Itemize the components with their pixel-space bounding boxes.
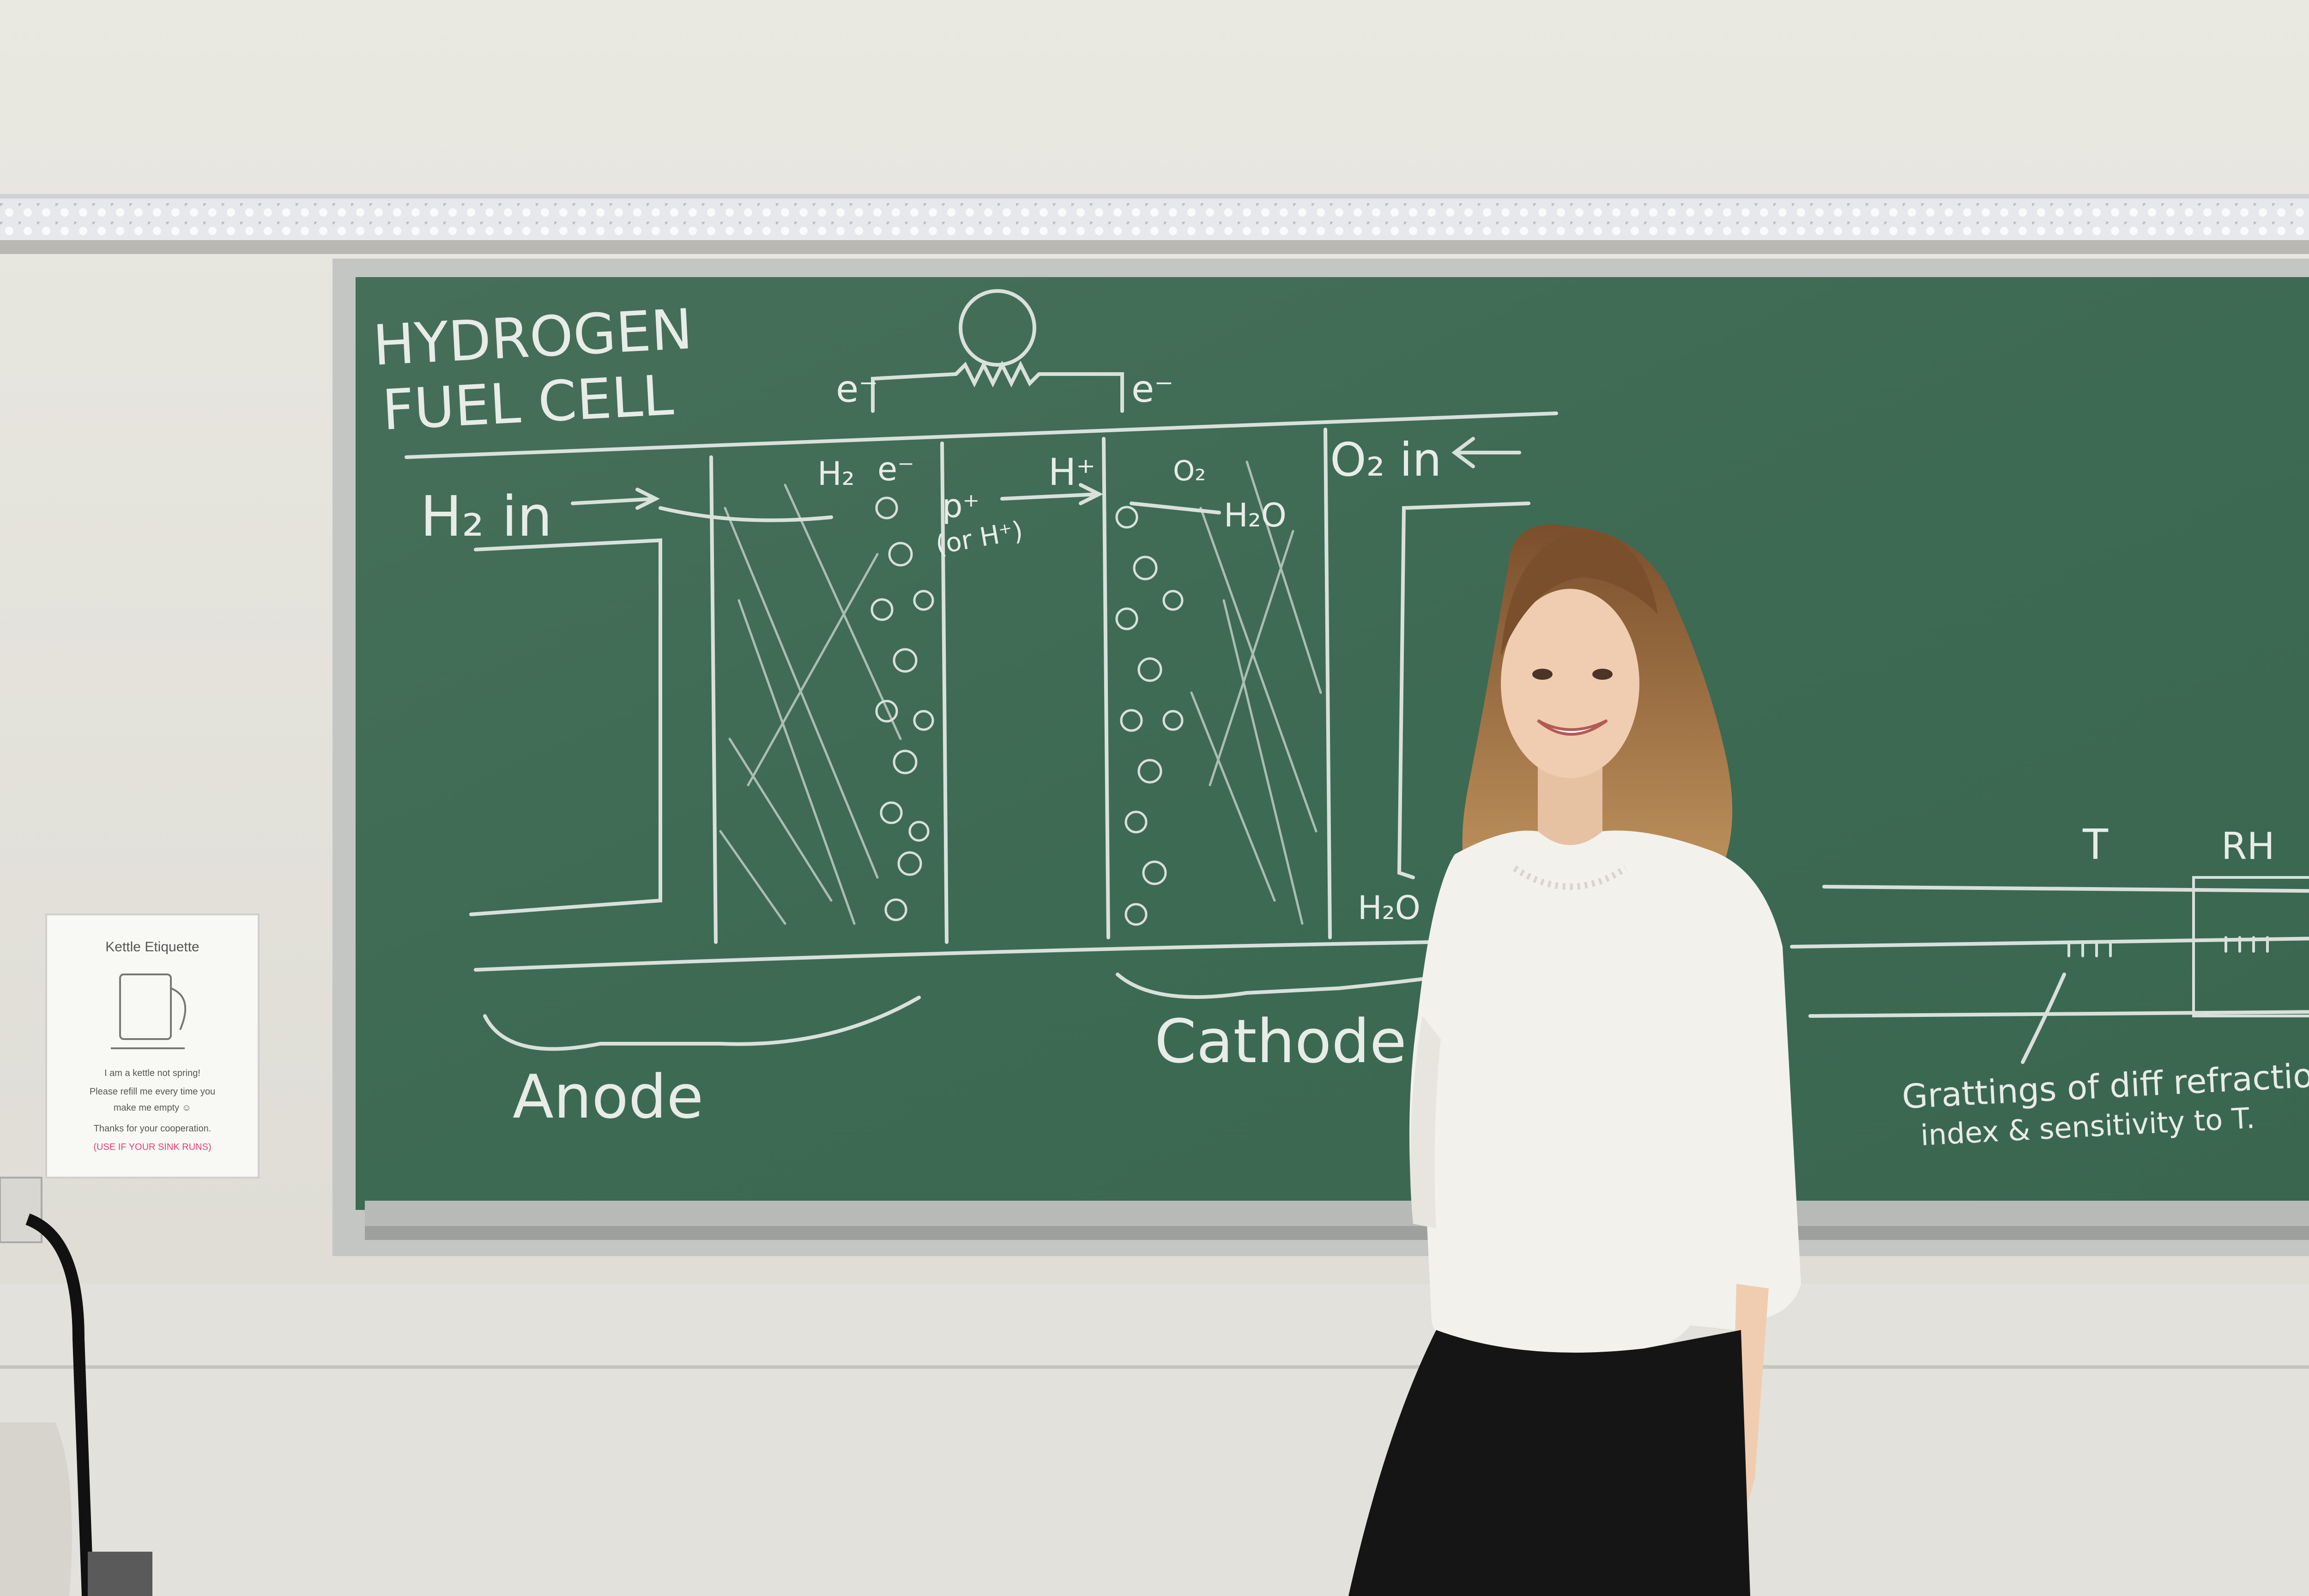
- fiber-line-lower: [1808, 1010, 2309, 1018]
- label-anode: Anode: [513, 1062, 703, 1132]
- cathode-brace: [1116, 973, 1424, 999]
- rh-box: [2192, 876, 2309, 1017]
- person: [1348, 525, 1801, 1596]
- label-cathode: Cathode: [1154, 1006, 1407, 1076]
- cathode-catalyst-particles: [1115, 506, 1184, 926]
- left-arm: [1410, 1016, 1441, 1228]
- label-h2o-out: H₂O: [1358, 889, 1420, 927]
- anode-hatching: [719, 484, 902, 925]
- grating-rh: [2224, 936, 2269, 953]
- h2-channel: [469, 538, 662, 916]
- label-e: e⁻: [877, 450, 914, 488]
- fuel-cell-diagram: [405, 289, 2309, 1064]
- black-pants: [1348, 1330, 1750, 1596]
- resistor: [954, 361, 1041, 387]
- smile: [1537, 719, 1608, 736]
- circuit-wire: [871, 372, 1124, 413]
- o2-in-arrow: [1451, 437, 1521, 468]
- note-line5: (USE IF YOUR SINK RUNS): [93, 1142, 211, 1152]
- h2o-arrow: [1130, 502, 1221, 514]
- note-line2: Please refill me every time you: [90, 1087, 215, 1097]
- label-electron-left: e⁻: [836, 368, 878, 411]
- gratings-pointer-arrow: [2021, 973, 2066, 1064]
- cathode-hatching: [1190, 460, 1322, 925]
- power-cable: [25, 1213, 94, 1596]
- proton-arrow: [1000, 483, 1103, 505]
- label-h2-in: H₂ in: [420, 485, 552, 549]
- anode-catalyst-right: [940, 441, 949, 944]
- sweater: [1409, 830, 1801, 1358]
- chalk-tray: [365, 1201, 2309, 1228]
- h2-flow-arrow: [659, 506, 833, 522]
- anode-brace: [483, 996, 921, 1051]
- light-fixture-grille: [0, 199, 2309, 240]
- label-o2-in: O₂ in: [1330, 433, 1442, 487]
- label-h-plus: H⁺: [1048, 451, 1095, 494]
- fiber-top-line: [1822, 885, 2309, 893]
- grating-t: [2067, 941, 2112, 957]
- label-h2: H₂: [817, 455, 855, 493]
- label-h2o: H₂O: [1224, 496, 1287, 534]
- label-rh: RH: [2221, 825, 2275, 868]
- kettle-base: [0, 1422, 72, 1596]
- kettle-icon: [111, 973, 187, 1049]
- anode-gdl-left: [709, 455, 718, 944]
- cathode-gdl-right: [1324, 428, 1332, 939]
- light-fixture-shadow: [0, 240, 2309, 254]
- right-eye: [1592, 669, 1613, 680]
- o2-channel: [1397, 502, 1530, 879]
- wall-outlet: [0, 1177, 42, 1243]
- label-electron-right: e⁻: [1131, 368, 1173, 411]
- wall-lower-band: [0, 1284, 2309, 1596]
- bottom-plate-line: [474, 940, 1433, 972]
- cathode-catalyst-left: [1102, 437, 1110, 939]
- label-p: p⁺: [942, 487, 979, 525]
- note-line3: make me empty ☺: [114, 1103, 191, 1113]
- h2-in-arrow: [571, 488, 660, 510]
- anode-catalyst-particles: [870, 496, 934, 921]
- left-eye: [1532, 669, 1553, 680]
- cup: [88, 1552, 152, 1596]
- lightbulb: [959, 289, 1036, 367]
- chalk-tray-lip: [365, 1226, 2309, 1240]
- note-line1: I am a kettle not spring!: [104, 1068, 200, 1078]
- label-t: T: [2082, 821, 2109, 869]
- label-o2: O₂: [1173, 455, 1206, 487]
- chalkboard: [356, 277, 2309, 1210]
- note-title: Kettle Etiquette: [105, 939, 199, 955]
- fiber-line-middle: [1790, 937, 2309, 949]
- board-title-line2: FUEL CELL: [381, 363, 675, 443]
- top-plate-line: [405, 411, 1558, 459]
- kettle-etiquette-note: Kettle Etiquette I am a kettle not sprin…: [45, 913, 260, 1179]
- note-line4: Thanks for your cooperation.: [94, 1124, 212, 1134]
- face: [1501, 589, 1639, 778]
- hair-top: [1501, 531, 1658, 656]
- sweater-neckline-beads: [1513, 865, 1627, 890]
